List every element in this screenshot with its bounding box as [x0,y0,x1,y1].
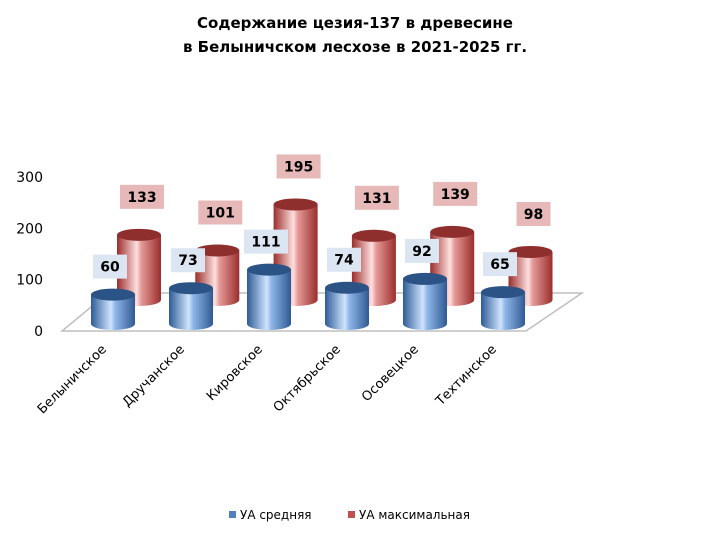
svg-text:98: 98 [524,207,543,223]
bar-avg [169,282,213,330]
legend-label-max: УА максимальная [359,508,470,522]
svg-text:131: 131 [362,191,391,207]
svg-text:65: 65 [490,257,509,273]
category-label: Осовецкое [359,342,422,405]
data-label-max: 101 [198,200,243,225]
y-tick-label: 300 [16,170,43,186]
data-label-max: 98 [516,201,551,226]
bar-avg [91,288,135,330]
category-label: Октябрьское [271,342,344,415]
data-label-max: 133 [120,184,164,209]
svg-text:195: 195 [284,159,313,175]
category-label: Техтинское [433,342,500,409]
svg-text:139: 139 [441,187,470,203]
category-label: Белыничское [35,342,110,417]
data-label-max: 139 [433,181,478,206]
y-tick-label: 200 [16,221,43,237]
svg-text:101: 101 [206,206,235,222]
category-label: Кировское [204,342,266,404]
bar-avg [247,263,291,330]
y-tick-label: 0 [34,324,43,340]
data-label-avg: 60 [93,254,127,279]
bar-avg [481,286,525,330]
svg-text:74: 74 [334,253,354,269]
svg-text:60: 60 [100,260,120,276]
data-label-max: 195 [276,154,321,179]
svg-text:111: 111 [251,235,280,251]
data-label-avg: 65 [483,252,517,277]
svg-text:133: 133 [127,190,156,206]
data-label-avg: 92 [405,238,439,263]
data-label-avg: 74 [327,247,361,272]
data-label-max: 131 [354,185,399,210]
bar-avg [403,272,447,330]
data-label-avg: 111 [244,229,288,254]
y-tick-label: 100 [16,273,43,289]
bar-max [117,228,161,306]
svg-text:73: 73 [178,253,197,269]
legend-label-avg: УА средняя [240,508,312,522]
chart-title-line1: Содержание цезия-137 в древесине [197,14,513,32]
chart-title-line2: в Белыничском лесхозе в 2021-2025 гг. [183,38,527,56]
data-label-avg: 73 [171,248,205,273]
bar-avg [325,281,369,330]
legend-swatch-avg [229,511,236,518]
legend-swatch-max [348,511,355,518]
svg-text:92: 92 [412,244,431,260]
category-label: Дручанское [120,342,188,410]
